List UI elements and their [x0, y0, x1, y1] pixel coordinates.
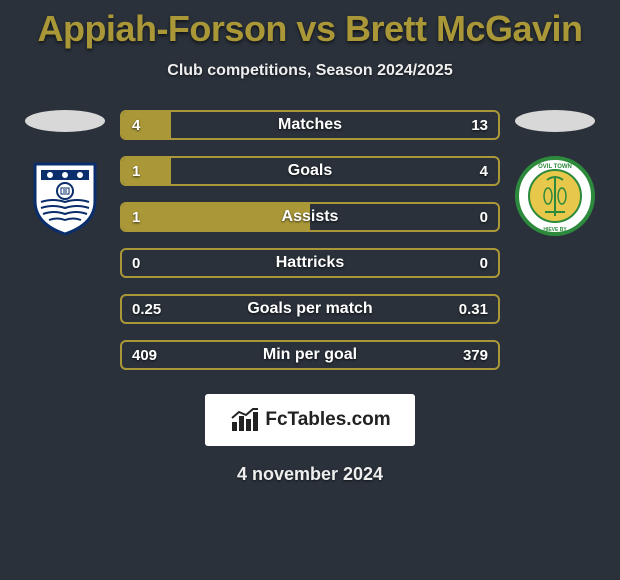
stat-value-right: 13	[471, 112, 488, 138]
stat-value-right: 0.31	[459, 296, 488, 322]
main-area: 4Matches131Goals41Assists00Hattricks00.2…	[0, 110, 620, 386]
stat-value-right: 379	[463, 342, 488, 368]
stat-value-right: 0	[480, 204, 488, 230]
stat-row: 0.25Goals per match0.31	[120, 294, 500, 324]
stat-label: Hattricks	[122, 250, 498, 276]
stats-bars: 4Matches131Goals41Assists00Hattricks00.2…	[110, 110, 510, 386]
stat-label: Matches	[122, 112, 498, 138]
svg-text:OVIL TOWN: OVIL TOWN	[538, 164, 572, 170]
stat-value-right: 0	[480, 250, 488, 276]
club-crest-left	[25, 156, 105, 236]
branding-text: FcTables.com	[265, 409, 390, 431]
stat-row: 409Min per goal379	[120, 340, 500, 370]
stat-label: Min per goal	[122, 342, 498, 368]
stat-row: 4Matches13	[120, 110, 500, 140]
stat-row: 1Assists0	[120, 202, 500, 232]
chart-icon	[229, 406, 261, 434]
branding-badge: FcTables.com	[205, 394, 415, 446]
svg-text:HIEVE BY: HIEVE BY	[543, 227, 567, 233]
left-player-column	[20, 110, 110, 236]
date-text: 4 november 2024	[0, 464, 620, 485]
player-photo-placeholder-left	[25, 110, 105, 132]
stat-label: Goals per match	[122, 296, 498, 322]
player-photo-placeholder-right	[515, 110, 595, 132]
stat-row: 0Hattricks0	[120, 248, 500, 278]
stat-label: Goals	[122, 158, 498, 184]
page-title: Appiah-Forson vs Brett McGavin	[0, 8, 620, 50]
right-player-column: OVIL TOWN HIEVE BY	[510, 110, 600, 236]
subtitle: Club competitions, Season 2024/2025	[0, 62, 620, 80]
stat-row: 1Goals4	[120, 156, 500, 186]
comparison-infographic: Appiah-Forson vs Brett McGavin Club comp…	[0, 0, 620, 485]
club-crest-right: OVIL TOWN HIEVE BY	[515, 156, 595, 236]
stat-value-right: 4	[480, 158, 488, 184]
stat-label: Assists	[122, 204, 498, 230]
